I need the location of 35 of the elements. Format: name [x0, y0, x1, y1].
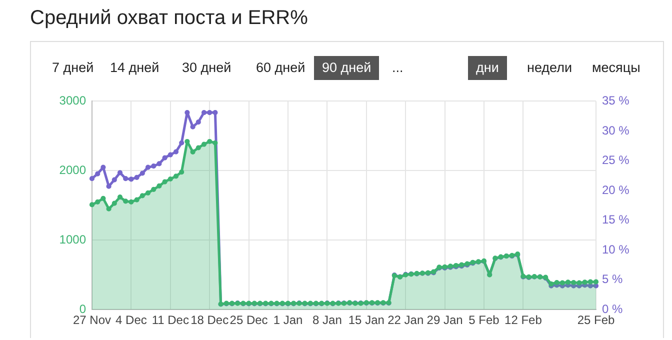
text: 60 дней: [255, 59, 306, 77]
text: месяцы: [591, 59, 642, 77]
x-tick-label: 18 Dec: [190, 313, 229, 328]
y-tick-label: 2000: [59, 162, 86, 177]
y2-tick-label: 0 %: [602, 302, 624, 316]
text: недели: [526, 59, 574, 77]
x-tick-label: 1 Jan: [273, 313, 303, 328]
x-tick-label: 11 Dec: [152, 313, 189, 328]
y-tick-label: 1000: [59, 232, 86, 246]
x-tick-label: 15 Jan: [348, 313, 384, 328]
x-tick-label: 27 Nov: [72, 313, 112, 328]
y2-tick-label: 30 %: [602, 123, 630, 138]
text: 90 дней: [314, 56, 380, 80]
x-tick-label: 5 Feb: [468, 313, 500, 328]
y2-tick-label: 35 %: [602, 94, 630, 108]
x-tick-label: 8 Jan: [312, 313, 342, 328]
y-tick-label: 3000: [59, 94, 86, 108]
text: ...: [391, 59, 404, 77]
x-tick-label: 22 Jan: [388, 313, 424, 328]
y2-tick-label: 5 %: [602, 272, 624, 286]
chart-title: Средний охват поста и ERR%: [30, 7, 308, 30]
text: 14 дней: [109, 59, 160, 77]
text: 7 дней: [51, 59, 95, 77]
y-tick-label: 0: [79, 302, 86, 316]
text: 30 дней: [181, 59, 232, 77]
x-tick-label: 25 Dec: [230, 313, 268, 328]
x-tick-label: 25 Feb: [577, 313, 616, 328]
y2-tick-label: 20 %: [602, 182, 630, 197]
y2-tick-label: 25 %: [602, 153, 630, 168]
y2-tick-label: 10 %: [602, 242, 630, 256]
x-tick-label: 12 Feb: [504, 313, 542, 328]
y2-tick-label: 15 %: [602, 212, 630, 227]
x-tick-label: 29 Jan: [426, 313, 463, 328]
text: дни: [468, 56, 507, 80]
x-tick-label: 4 Dec: [116, 313, 147, 328]
